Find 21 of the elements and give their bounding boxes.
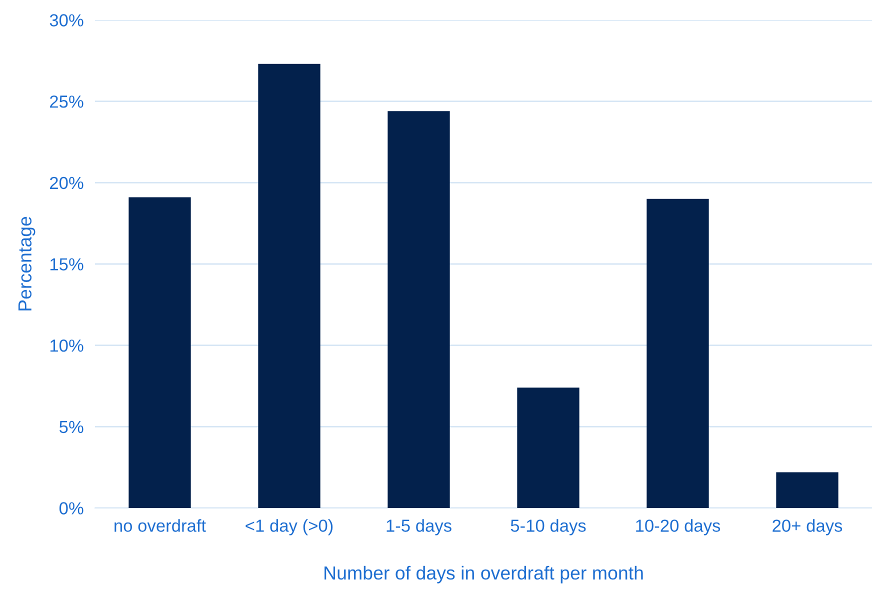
y-axis-title: Percentage — [18, 216, 36, 310]
x-tick-label: 10-20 days — [636, 519, 720, 536]
x-tick-label: 20+ days — [772, 519, 842, 536]
y-tick-label: 20% — [50, 176, 84, 190]
bar — [517, 388, 580, 508]
x-tick-label: no overdraft — [114, 519, 206, 532]
bar — [388, 111, 450, 508]
x-axis-title: Number of days in overdraft per month — [324, 566, 643, 584]
bar — [646, 198, 709, 508]
bar — [128, 197, 191, 508]
x-tick-label: 1-5 days — [386, 519, 452, 536]
y-tick-label: 0% — [59, 502, 84, 514]
y-tick-label: 10% — [50, 340, 84, 352]
bar — [776, 472, 838, 508]
y-tick-label: 25% — [50, 96, 84, 108]
y-tick-label: 15% — [50, 258, 84, 270]
x-tick-label: 5-10 days — [510, 519, 586, 536]
y-tick-label: 5% — [59, 420, 84, 434]
y-tick-label: 30% — [50, 14, 84, 26]
x-tick-label: <1 day (>0) — [246, 519, 333, 536]
bar — [258, 64, 320, 508]
